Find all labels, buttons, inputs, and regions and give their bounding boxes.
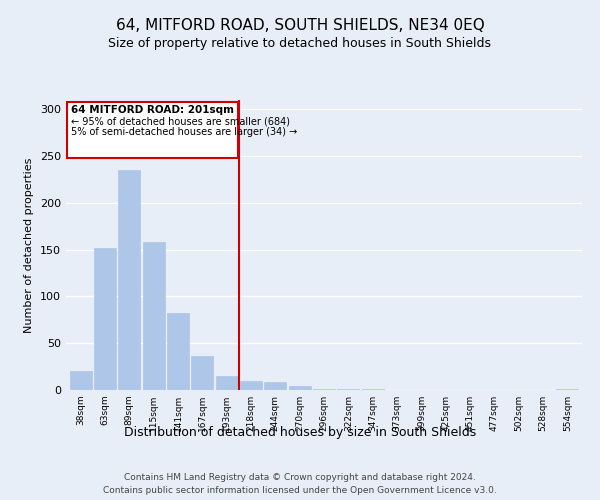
Bar <box>240 380 262 390</box>
Bar <box>70 372 92 390</box>
Text: Contains HM Land Registry data © Crown copyright and database right 2024.: Contains HM Land Registry data © Crown c… <box>124 472 476 482</box>
Bar <box>265 382 286 390</box>
Bar <box>94 248 116 390</box>
Bar <box>118 170 140 390</box>
Text: ← 95% of detached houses are smaller (684): ← 95% of detached houses are smaller (68… <box>71 117 290 127</box>
Text: Contains public sector information licensed under the Open Government Licence v3: Contains public sector information licen… <box>103 486 497 495</box>
Text: Distribution of detached houses by size in South Shields: Distribution of detached houses by size … <box>124 426 476 439</box>
Bar <box>362 389 383 390</box>
Bar <box>289 386 311 390</box>
Bar <box>191 356 213 390</box>
Bar <box>167 314 189 390</box>
Text: 64, MITFORD ROAD, SOUTH SHIELDS, NE34 0EQ: 64, MITFORD ROAD, SOUTH SHIELDS, NE34 0E… <box>116 18 484 32</box>
Text: 64 MITFORD ROAD: 201sqm: 64 MITFORD ROAD: 201sqm <box>71 104 234 115</box>
Text: Size of property relative to detached houses in South Shields: Size of property relative to detached ho… <box>109 38 491 51</box>
Y-axis label: Number of detached properties: Number of detached properties <box>25 158 34 332</box>
Bar <box>215 376 238 390</box>
Bar <box>143 242 164 390</box>
Bar <box>313 389 335 390</box>
Bar <box>67 102 238 158</box>
Bar <box>556 389 578 390</box>
Text: 5% of semi-detached houses are larger (34) →: 5% of semi-detached houses are larger (3… <box>71 127 297 137</box>
Bar <box>337 389 359 390</box>
